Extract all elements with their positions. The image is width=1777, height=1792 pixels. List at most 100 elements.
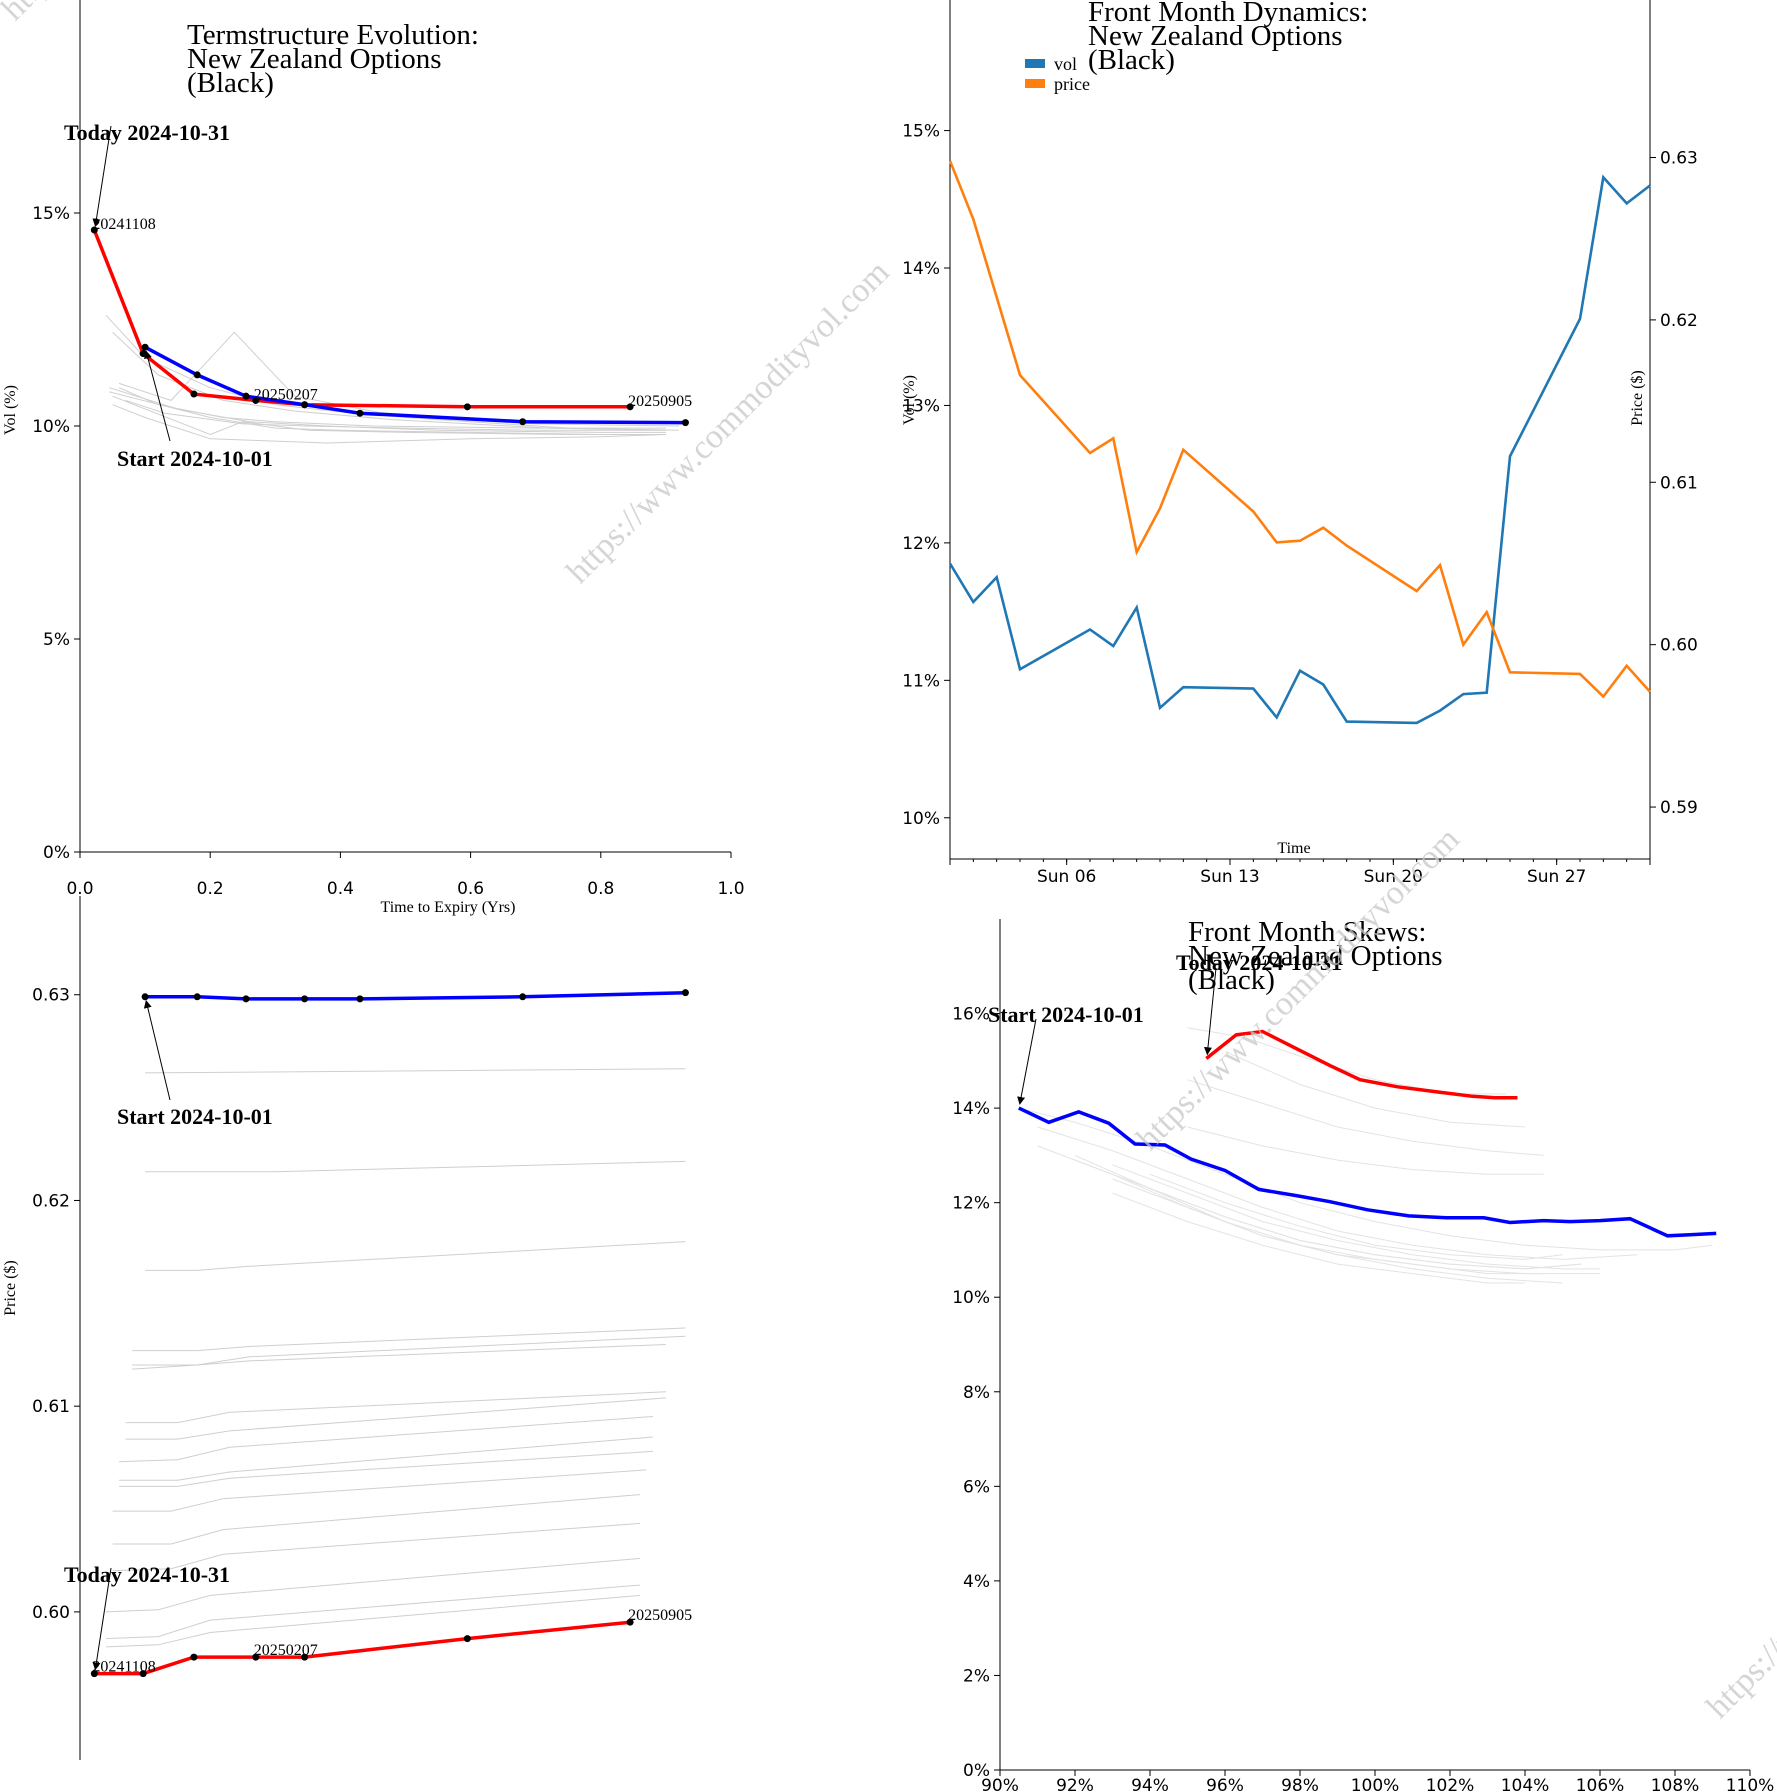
annotation-start: Start 2024-10-01 xyxy=(117,446,273,471)
y-axis-label: Vol (%) xyxy=(901,375,918,425)
chart-title: Termstructure Evolution: xyxy=(187,19,479,51)
y-tick-label: 0.61 xyxy=(32,1397,70,1417)
data-point xyxy=(626,403,634,411)
y-tick-label: 2% xyxy=(963,1666,990,1686)
y-tick-label: 0% xyxy=(43,843,70,863)
termstructure-vol-chart: 0% 5% 10% 15% 0.0 0.2 0.4 0.6 0.8 1.0 Time to Expi… xyxy=(2,0,745,916)
x-tick-label: 106% xyxy=(1576,1776,1625,1792)
data-point xyxy=(252,396,260,404)
history-line xyxy=(1187,1126,1544,1175)
y-tick-label: 14% xyxy=(952,1099,990,1119)
watermarks: https://www.commodityvol.com https://www… xyxy=(0,0,1777,1726)
legend-swatch-vol xyxy=(1025,59,1045,68)
annotation-arrow xyxy=(92,1567,112,1671)
series-line-start xyxy=(145,990,686,1001)
history-line xyxy=(1112,1178,1563,1284)
y-tick-label: 0% xyxy=(963,1761,990,1781)
data-point xyxy=(141,993,149,1001)
data-point xyxy=(626,1618,634,1626)
y-right-axis-label: Price ($) xyxy=(1629,370,1646,426)
history-line xyxy=(112,1522,640,1572)
annotation-start: Start 2024-10-01 xyxy=(117,1104,273,1129)
series-line-today xyxy=(94,1620,631,1676)
y-tick-label: 0.62 xyxy=(32,1191,70,1211)
data-point xyxy=(242,995,250,1003)
x-tick-label: 1.0 xyxy=(717,879,744,899)
history-line xyxy=(145,1241,686,1271)
y-right-tick-label: 0.63 xyxy=(1660,149,1698,169)
history-line xyxy=(132,1327,686,1352)
x-tick-label: 110% xyxy=(1726,1776,1775,1792)
history-line xyxy=(112,1469,647,1512)
y-right-tick-label: 0.62 xyxy=(1660,311,1698,331)
history-line xyxy=(105,1594,640,1648)
annotation-arrow xyxy=(144,350,171,442)
series-line-today xyxy=(1205,1029,1518,1100)
chart-title: Front Month Skews: xyxy=(1188,916,1426,948)
x-tick-label: 108% xyxy=(1651,1776,1700,1792)
history-line xyxy=(105,1584,640,1640)
data-point xyxy=(301,401,309,409)
data-point xyxy=(681,419,689,427)
history-line xyxy=(1037,1126,1638,1260)
history-line xyxy=(112,395,666,436)
y-tick-label: 8% xyxy=(963,1383,990,1403)
y-right-tick-label: 0.59 xyxy=(1660,798,1698,818)
chart-title: New Zealand Options xyxy=(1188,940,1443,972)
x-tick-label: Sun 20 xyxy=(1364,867,1423,887)
y-right-tick-label: 0.60 xyxy=(1660,636,1698,656)
y-axis-label: Price ($) xyxy=(2,1260,19,1316)
history-line xyxy=(1074,1159,1600,1275)
data-point xyxy=(681,989,689,997)
x-tick-label: 96% xyxy=(1206,1776,1244,1792)
series-line-start xyxy=(1018,1106,1717,1238)
annotation-start: Start 2024-10-01 xyxy=(988,1002,1144,1027)
x-tick-label: 90% xyxy=(981,1776,1019,1792)
history-line xyxy=(118,387,666,429)
data-point xyxy=(139,1670,147,1678)
y-tick-label: 16% xyxy=(952,1005,990,1025)
y-tick-label: 10% xyxy=(952,1288,990,1308)
legend-swatch-price xyxy=(1025,79,1045,88)
x-axis-label: Time xyxy=(1277,840,1310,857)
history-line xyxy=(112,404,666,444)
y-tick-label: 5% xyxy=(43,630,70,650)
history-line xyxy=(145,1068,686,1074)
point-label: 20250905 xyxy=(628,393,692,410)
data-point xyxy=(301,1653,309,1661)
x-tick-label: 94% xyxy=(1131,1776,1169,1792)
y-tick-label: 15% xyxy=(32,204,70,224)
data-point xyxy=(519,993,527,1001)
history-line xyxy=(132,1344,666,1370)
x-tick-label: Sun 06 xyxy=(1037,867,1096,887)
x-tick-label: Sun 27 xyxy=(1527,867,1586,887)
y-tick-label: 6% xyxy=(963,1477,990,1497)
data-point xyxy=(463,1635,471,1643)
data-point xyxy=(356,409,364,417)
y-axis-label: Vol (%) xyxy=(2,385,19,435)
history-line xyxy=(132,1335,686,1366)
annotation-arrow xyxy=(1017,1018,1037,1105)
data-point xyxy=(463,403,471,411)
x-tick-label: 0.2 xyxy=(197,879,224,899)
history-line xyxy=(125,1397,666,1440)
chart-title: (Black) xyxy=(187,67,274,99)
x-tick-label: 100% xyxy=(1351,1776,1400,1792)
data-point xyxy=(193,371,201,379)
y-tick-label: 4% xyxy=(963,1572,990,1592)
data-point xyxy=(141,343,149,351)
annotation-arrow xyxy=(143,1000,171,1101)
history-line xyxy=(119,1436,653,1481)
y-tick-label: 13% xyxy=(902,396,940,416)
chart-title: New Zealand Options xyxy=(1088,20,1343,52)
series-line-vol xyxy=(948,174,1651,725)
chart-title: (Black) xyxy=(1188,964,1275,996)
data-point xyxy=(190,1653,198,1661)
x-tick-label: 92% xyxy=(1056,1776,1094,1792)
chart-title: New Zealand Options xyxy=(187,43,442,75)
history-line xyxy=(1112,1192,1525,1284)
history-line xyxy=(1149,1173,1563,1260)
x-axis-label: Time to Expiry (Yrs) xyxy=(381,899,516,916)
legend-label-vol: vol xyxy=(1054,54,1077,74)
